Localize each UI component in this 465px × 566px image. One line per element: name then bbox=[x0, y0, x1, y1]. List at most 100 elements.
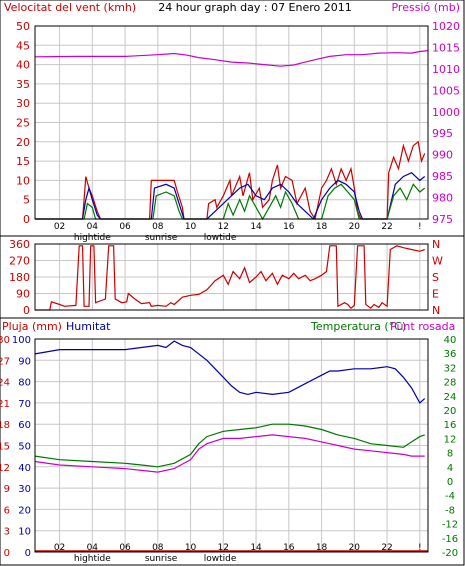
temperature-tick-label: -20 bbox=[442, 548, 458, 559]
x-tick-label: 14 bbox=[250, 543, 262, 553]
y-tick-label-left: 10 bbox=[16, 174, 30, 187]
temperature-tick-label: 32 bbox=[444, 363, 457, 374]
x-tick-label: 16 bbox=[283, 222, 295, 232]
rain-tick-label: 21 bbox=[0, 399, 10, 410]
annotation-hightide: hightide bbox=[74, 554, 111, 564]
temperature-axis-title: Temperatura (°C) bbox=[310, 320, 406, 333]
series-line bbox=[34, 434, 425, 473]
x-tick-label: 16 bbox=[283, 543, 295, 553]
y-tick-label-left: 40 bbox=[16, 59, 30, 72]
y-tick-label-left: 35 bbox=[16, 78, 30, 91]
x-tick-label: 18 bbox=[316, 222, 328, 232]
annotation-sunrise: sunrise bbox=[145, 233, 178, 243]
panel-frame bbox=[0, 317, 465, 566]
dewpoint-axis-title: Punt rosada bbox=[390, 320, 455, 333]
rain-tick-label: 30 bbox=[0, 335, 10, 346]
x-tick-label: 06 bbox=[119, 222, 131, 232]
x-tick-label: ! bbox=[418, 222, 422, 232]
x-tick-label: 02 bbox=[54, 543, 65, 553]
x-tick-label: ! bbox=[418, 543, 422, 553]
chart-title: 24 hour graph day : 07 Enero 2011 bbox=[158, 1, 352, 14]
humidity-tick-label: 0 bbox=[25, 548, 31, 559]
temperature-tick-label: 36 bbox=[444, 349, 457, 360]
y-tick-label-left: 45 bbox=[16, 39, 30, 52]
x-tick-label: 22 bbox=[381, 222, 392, 232]
series-line bbox=[34, 50, 429, 67]
y-tick-label-right: W bbox=[432, 255, 443, 268]
x-tick-label: 22 bbox=[381, 543, 392, 553]
y-tick-label-right: 975 bbox=[432, 213, 453, 226]
temperature-tick-label: -8 bbox=[445, 505, 455, 516]
rain-axis-title: Pluja (mm) bbox=[2, 320, 62, 333]
rain-tick-label: 6 bbox=[4, 505, 10, 516]
x-tick-label: 10 bbox=[185, 543, 197, 553]
plot-frame bbox=[34, 243, 429, 311]
y-tick-label-left: 30 bbox=[16, 97, 30, 110]
humidity-axis-title: Humitat bbox=[66, 320, 111, 333]
x-tick-label: 20 bbox=[349, 222, 361, 232]
y-tick-label-left: 90 bbox=[16, 288, 30, 301]
rain-tick-label: 3 bbox=[4, 527, 10, 538]
y-tick-label-right: 1010 bbox=[432, 63, 460, 76]
y-tick-label-right: 1000 bbox=[432, 106, 460, 119]
temperature-tick-label: -16 bbox=[442, 534, 458, 545]
temperature-tick-label: 16 bbox=[444, 420, 457, 431]
x-tick-label: 12 bbox=[218, 543, 229, 553]
x-tick-label: 04 bbox=[87, 543, 99, 553]
annotation-lowtide: lowtide bbox=[204, 233, 237, 243]
y-tick-label-right: S bbox=[432, 271, 439, 284]
annotation-sunrise: sunrise bbox=[145, 554, 178, 564]
x-tick-label: 08 bbox=[152, 543, 164, 553]
x-tick-label: 14 bbox=[250, 222, 262, 232]
pressure-axis-title: Pressió (mb) bbox=[391, 1, 460, 14]
y-tick-label-left: 360 bbox=[9, 238, 30, 251]
temperature-tick-label: 20 bbox=[444, 406, 457, 417]
series-line bbox=[35, 245, 425, 311]
humidity-tick-label: 60 bbox=[18, 420, 31, 431]
humidity-tick-label: 80 bbox=[18, 378, 31, 389]
humidity-tick-label: 30 bbox=[18, 484, 31, 495]
wind-axis-title: Velocitat del vent (kmh) bbox=[4, 1, 136, 14]
y-tick-label-left: 0 bbox=[23, 304, 30, 317]
y-tick-label-right: 1015 bbox=[432, 41, 460, 54]
humidity-tick-label: 10 bbox=[18, 527, 31, 538]
y-tick-label-left: 180 bbox=[9, 271, 30, 284]
x-tick-label: 02 bbox=[54, 222, 65, 232]
temperature-tick-label: 28 bbox=[444, 378, 457, 389]
series-line bbox=[34, 423, 425, 468]
x-tick-label: 12 bbox=[218, 222, 229, 232]
temperature-tick-label: 8 bbox=[447, 449, 453, 460]
x-tick-label: 20 bbox=[349, 543, 361, 553]
temperature-tick-label: -12 bbox=[442, 520, 458, 531]
annotation-hightide: hightide bbox=[74, 233, 111, 243]
y-tick-label-right: 985 bbox=[432, 170, 453, 183]
y-tick-label-left: 20 bbox=[16, 136, 30, 149]
y-tick-label-right: 995 bbox=[432, 127, 453, 140]
x-tick-label: 08 bbox=[152, 222, 164, 232]
y-tick-label-right: 980 bbox=[432, 192, 453, 205]
wind-pressure-panel: Velocitat del vent (kmh) 24 hour graph d… bbox=[0, 0, 465, 243]
rain-tick-label: 18 bbox=[0, 420, 10, 431]
y-tick-label-right: 1020 bbox=[432, 20, 460, 33]
annotation-lowtide: lowtide bbox=[204, 554, 237, 564]
y-tick-label-left: 5 bbox=[23, 194, 30, 207]
x-tick-label: 06 bbox=[119, 543, 131, 553]
plot-frame bbox=[34, 25, 429, 220]
humidity-tick-label: 40 bbox=[18, 463, 31, 474]
y-tick-label-right: N bbox=[432, 304, 440, 317]
rain-tick-label: 9 bbox=[4, 484, 10, 495]
rain-tick-label: 27 bbox=[0, 356, 10, 367]
temperature-tick-label: 24 bbox=[444, 392, 457, 403]
humidity-tick-label: 90 bbox=[18, 356, 31, 367]
y-tick-label-left: 270 bbox=[9, 255, 30, 268]
humidity-tick-label: 70 bbox=[18, 399, 31, 410]
y-tick-label-left: 25 bbox=[16, 117, 30, 130]
y-tick-label-left: 50 bbox=[16, 20, 30, 33]
y-tick-label-left: 0 bbox=[23, 213, 30, 226]
humidity-temperature-panel: Pluja (mm) Humitat Temperatura (°C) Punt… bbox=[0, 317, 465, 566]
temperature-tick-label: 12 bbox=[444, 434, 457, 445]
rain-tick-label: 24 bbox=[0, 378, 10, 389]
series-line bbox=[34, 340, 426, 404]
